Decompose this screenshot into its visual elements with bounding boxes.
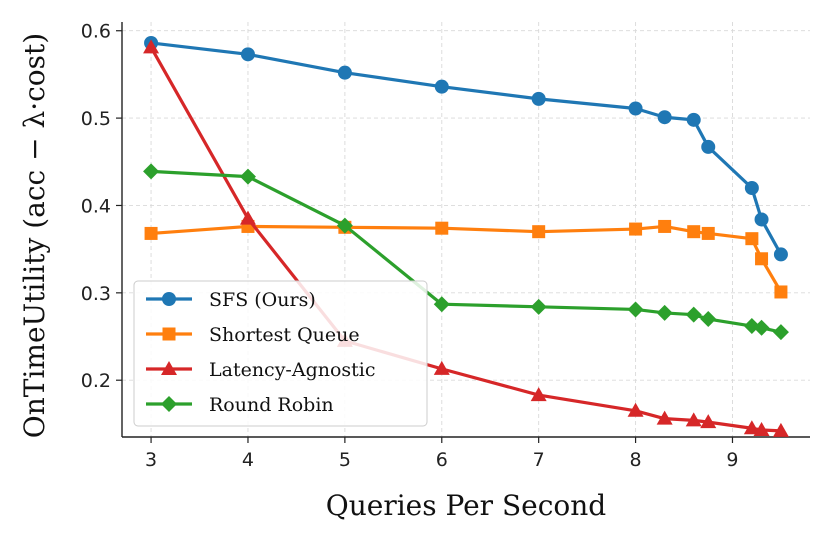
data-point (628, 101, 643, 116)
legend-label: SFS (Ours) (209, 289, 316, 311)
data-point (433, 360, 450, 375)
data-point (773, 247, 788, 262)
axes: 3 4 5 6 7 8 9 0.2 0.3 0.4 0.5 0.6 (81, 21, 810, 471)
legend-label: Round Robin (209, 394, 334, 416)
x-tick-label: 7 (533, 449, 545, 471)
data-point (627, 301, 644, 318)
data-point (700, 311, 717, 328)
legend-label: Shortest Queue (209, 324, 360, 346)
data-point (686, 112, 701, 127)
x-tick-label: 6 (436, 449, 448, 471)
data-point (772, 324, 789, 341)
data-point (685, 412, 702, 427)
legend-entry: Latency-Agnostic (146, 359, 376, 381)
data-point (433, 296, 450, 313)
data-point (239, 210, 256, 225)
data-point (627, 402, 644, 417)
data-point (435, 221, 449, 235)
data-point (532, 225, 546, 239)
y-tick-label: 0.4 (81, 195, 111, 217)
data-point (530, 387, 547, 402)
legend-entry: Round Robin (146, 394, 334, 416)
data-point (685, 306, 702, 323)
data-point (743, 420, 760, 435)
x-tick-label: 5 (339, 449, 351, 471)
data-point (629, 222, 643, 236)
data-point (240, 47, 255, 62)
legend-entry: Shortest Queue (146, 324, 360, 346)
data-point (753, 319, 770, 336)
data-point (337, 65, 352, 80)
data-point (772, 422, 789, 437)
data-point (144, 226, 158, 240)
data-point (143, 39, 160, 54)
x-axis-label: Queries Per Second (326, 489, 607, 522)
data-point (755, 252, 769, 266)
legend-marker (161, 396, 177, 412)
x-tick-label: 3 (145, 449, 157, 471)
data-point (531, 91, 546, 106)
y-tick-label: 0.2 (81, 370, 111, 392)
data-point (687, 225, 701, 239)
data-point (656, 410, 673, 425)
legend-marker (162, 292, 176, 306)
legend-box (133, 280, 428, 427)
data-point (745, 232, 759, 246)
data-point (701, 139, 716, 154)
legend-entry: SFS (Ours) (146, 289, 316, 311)
data-point (657, 110, 672, 125)
legend-label: Latency-Agnostic (209, 359, 376, 381)
data-point (701, 226, 715, 240)
data-point (744, 181, 759, 195)
legend: SFS (Ours) Shortest Queue Latency-Agnostic… (133, 280, 428, 427)
data-point (656, 304, 673, 321)
data-point (753, 422, 770, 437)
data-point (336, 217, 353, 234)
data-point (754, 212, 769, 227)
data-point (239, 168, 256, 185)
legend-marker (162, 327, 176, 341)
data-point (434, 79, 449, 94)
y-tick-label: 0.3 (81, 283, 111, 305)
y-tick-label: 0.6 (81, 21, 111, 43)
y-axis-label: OnTimeUtility (acc − λ·cost) (18, 33, 51, 438)
data-point (774, 285, 788, 299)
data-point (658, 219, 672, 233)
data-point (143, 163, 160, 180)
series-round-robin (143, 163, 789, 341)
x-tick-label: 4 (242, 449, 254, 471)
legend-marker (161, 361, 177, 375)
x-tick-label: 8 (630, 449, 642, 471)
data-point (700, 414, 717, 429)
x-tick-label: 9 (726, 449, 738, 471)
data-point (530, 298, 547, 315)
y-tick-label: 0.5 (81, 108, 111, 130)
